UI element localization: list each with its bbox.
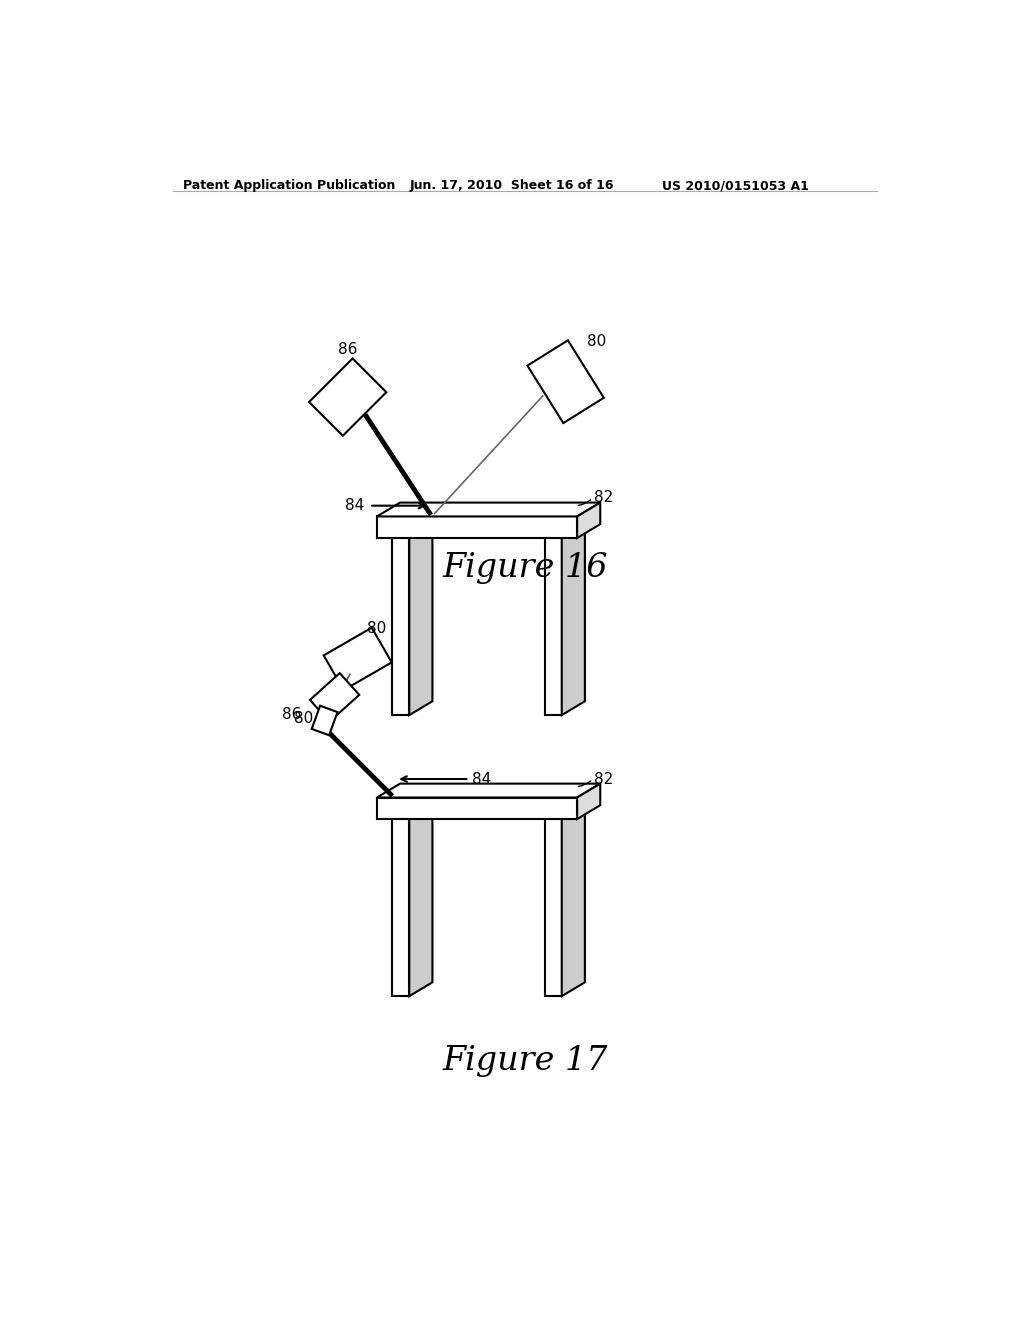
Polygon shape xyxy=(568,805,585,982)
Text: 82: 82 xyxy=(594,491,613,506)
Polygon shape xyxy=(410,805,432,997)
Polygon shape xyxy=(545,818,562,997)
Polygon shape xyxy=(324,628,392,690)
Polygon shape xyxy=(562,524,585,715)
Polygon shape xyxy=(377,503,600,516)
Polygon shape xyxy=(416,805,432,982)
Polygon shape xyxy=(310,673,359,722)
Text: 80: 80 xyxy=(367,620,386,636)
Text: 86: 86 xyxy=(339,342,357,358)
Polygon shape xyxy=(311,706,338,735)
Text: Jun. 17, 2010  Sheet 16 of 16: Jun. 17, 2010 Sheet 16 of 16 xyxy=(410,180,613,193)
Text: 82: 82 xyxy=(594,771,613,787)
Polygon shape xyxy=(309,359,386,436)
Polygon shape xyxy=(410,524,432,715)
Polygon shape xyxy=(545,539,562,715)
Text: 80: 80 xyxy=(587,334,606,350)
Polygon shape xyxy=(377,797,578,818)
Polygon shape xyxy=(568,524,585,701)
Text: Patent Application Publication: Patent Application Publication xyxy=(183,180,395,193)
Polygon shape xyxy=(527,341,604,424)
Polygon shape xyxy=(392,818,410,997)
Polygon shape xyxy=(578,784,600,818)
Polygon shape xyxy=(416,524,432,701)
Text: Figure 16: Figure 16 xyxy=(442,552,607,583)
Polygon shape xyxy=(377,516,578,539)
Text: US 2010/0151053 A1: US 2010/0151053 A1 xyxy=(662,180,809,193)
Polygon shape xyxy=(377,784,600,797)
Text: 84: 84 xyxy=(472,771,492,787)
Polygon shape xyxy=(562,805,585,997)
Polygon shape xyxy=(578,503,600,539)
Text: Figure 17: Figure 17 xyxy=(442,1045,607,1077)
Text: 86: 86 xyxy=(283,706,301,722)
Polygon shape xyxy=(392,539,410,715)
Text: 84: 84 xyxy=(345,498,365,513)
Text: 80: 80 xyxy=(294,711,313,726)
